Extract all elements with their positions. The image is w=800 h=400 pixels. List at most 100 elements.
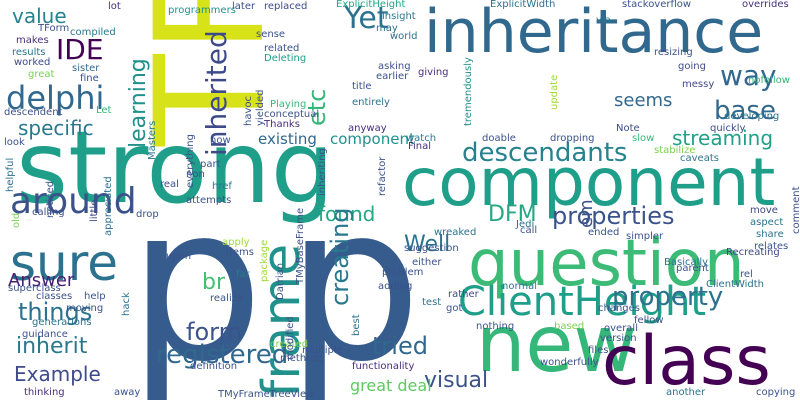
cloud-word: Basically bbox=[664, 257, 709, 268]
cloud-word: sister bbox=[72, 63, 100, 74]
cloud-word: Recreating bbox=[726, 247, 780, 258]
cloud-word: overall bbox=[604, 323, 638, 334]
cloud-word: slow bbox=[632, 133, 655, 144]
cloud-word: lot bbox=[108, 1, 121, 12]
cloud-word: IDE bbox=[56, 33, 104, 66]
cloud-word: new bbox=[476, 300, 638, 390]
cloud-word: stabilize bbox=[654, 145, 696, 156]
cloud-word: p bbox=[128, 160, 264, 400]
cloud-word: replaced bbox=[264, 1, 308, 12]
cloud-word: another bbox=[666, 387, 706, 398]
cloud-word: Items bbox=[226, 247, 254, 258]
cloud-word: ClientWidth bbox=[706, 279, 765, 290]
cloud-word: conceptual bbox=[264, 109, 320, 120]
cloud-word: visual bbox=[424, 368, 489, 393]
cloud-word: ExplicitHeight bbox=[336, 0, 406, 10]
cloud-word: guidance bbox=[22, 329, 68, 340]
cloud-word: real bbox=[160, 179, 179, 190]
cloud-word: Darrian bbox=[275, 262, 286, 300]
cloud-word: TMyBaseFrame bbox=[295, 207, 306, 284]
cloud-word: Example bbox=[14, 362, 101, 386]
cloud-word: ExplicitWidth bbox=[490, 0, 556, 10]
cloud-word: adding bbox=[378, 281, 413, 292]
cloud-word: resizing bbox=[654, 47, 693, 58]
cloud-word: stackoverflow bbox=[622, 0, 692, 10]
cloud-word: helpful bbox=[5, 157, 16, 192]
cloud-word: wreaked bbox=[434, 227, 477, 238]
cloud-word: based bbox=[554, 321, 585, 332]
cloud-word: great bbox=[28, 69, 55, 80]
cloud-word: classes bbox=[36, 291, 73, 302]
cloud-word: br bbox=[202, 270, 226, 295]
cloud-word: insight bbox=[382, 11, 416, 22]
cloud-word: way bbox=[720, 59, 777, 92]
cloud-word: simpler bbox=[626, 231, 664, 242]
cloud-word: share bbox=[756, 229, 784, 240]
cloud-word: move bbox=[750, 205, 778, 216]
cloud-word: rather bbox=[448, 289, 479, 300]
cloud-word: rel bbox=[740, 269, 753, 280]
cloud-word: created bbox=[270, 339, 309, 350]
cloud-word: help bbox=[84, 291, 106, 302]
cloud-word: upon bbox=[166, 251, 192, 262]
cloud-word: dropping bbox=[550, 133, 595, 144]
cloud-word: results bbox=[12, 47, 46, 58]
cloud-word: changes bbox=[598, 303, 641, 314]
cloud-word: moving bbox=[66, 303, 104, 314]
cloud-word: tried bbox=[372, 332, 428, 360]
cloud-word: got bbox=[446, 303, 463, 314]
cloud-word: apply bbox=[222, 237, 250, 248]
cloud-word: property bbox=[612, 282, 724, 312]
cloud-word: multiple bbox=[302, 345, 343, 356]
cloud-word: caveats bbox=[680, 153, 719, 164]
cloud-word: best bbox=[351, 314, 362, 336]
cloud-word: definition bbox=[190, 361, 238, 372]
cloud-word: earlier bbox=[376, 71, 409, 82]
cloud-word: properties bbox=[552, 202, 675, 230]
cloud-word: related bbox=[264, 43, 300, 54]
cloud-word: href bbox=[212, 181, 232, 192]
cloud-word: later bbox=[232, 1, 256, 12]
cloud-word: descendent bbox=[4, 107, 63, 118]
cloud-word: parent bbox=[676, 263, 709, 274]
cloud-word: nothing bbox=[476, 321, 515, 332]
cloud-word: Well bbox=[404, 232, 451, 257]
cloud-word: doable bbox=[482, 133, 516, 144]
cloud-word: superclass bbox=[8, 283, 61, 294]
cloud-word: part bbox=[200, 159, 221, 170]
cloud-word: etc bbox=[303, 88, 331, 126]
cloud-word: streaming bbox=[672, 126, 774, 150]
cloud-word: form bbox=[186, 318, 242, 346]
cloud-word: via bbox=[596, 15, 611, 26]
cloud-word: methods bbox=[280, 353, 324, 364]
cloud-word: update bbox=[549, 74, 560, 110]
cloud-word: functionality bbox=[352, 361, 415, 372]
cloud-word: Let bbox=[96, 105, 112, 116]
cloud-word: great deal bbox=[350, 376, 432, 395]
cloud-word: inheritance bbox=[424, 0, 764, 67]
cloud-word: class bbox=[602, 322, 771, 400]
cloud-word: question bbox=[468, 227, 745, 301]
cloud-word: nofollow bbox=[748, 75, 790, 86]
cloud-word: may bbox=[376, 23, 398, 34]
cloud-word: copying bbox=[756, 387, 796, 398]
cloud-word: world bbox=[390, 31, 418, 42]
cloud-word: entirely bbox=[352, 97, 390, 108]
cloud-word: anyway bbox=[348, 123, 387, 134]
cloud-word: inherit bbox=[16, 334, 88, 359]
cloud-word: suggestion bbox=[404, 243, 459, 254]
cloud-word: havoc bbox=[243, 96, 254, 126]
cloud-word: Answer bbox=[8, 270, 75, 291]
cloud-word: Thanks bbox=[264, 119, 300, 130]
cloud-word: base bbox=[714, 96, 776, 126]
cloud-word: makes bbox=[16, 35, 49, 46]
cloud-word: version bbox=[600, 333, 637, 344]
cloud-word: programmers bbox=[168, 5, 236, 16]
cloud-word: thinking bbox=[24, 387, 65, 398]
cloud-word: now bbox=[210, 135, 231, 146]
cloud-word: Deleting bbox=[264, 53, 307, 64]
cloud-word: little bbox=[89, 199, 100, 222]
cloud-word: refactor bbox=[377, 156, 388, 196]
cloud-word: non bbox=[186, 169, 205, 180]
cloud-word: asking bbox=[378, 61, 411, 72]
